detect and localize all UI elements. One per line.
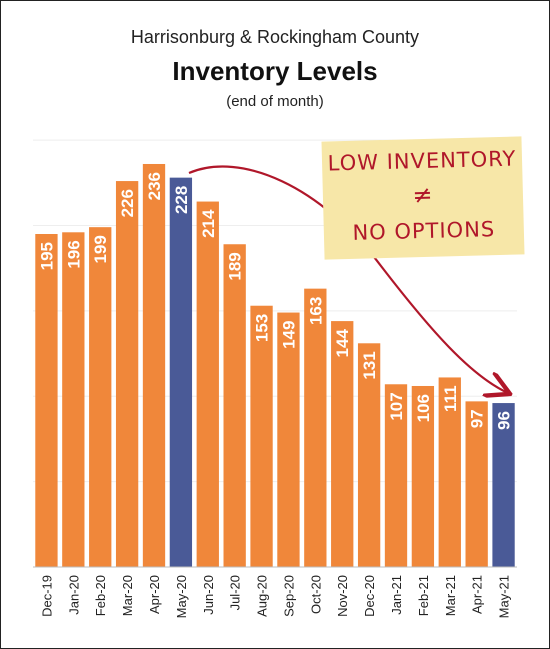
- bar-oct-20: [304, 288, 327, 567]
- value-label-apr-21: 97: [468, 409, 487, 428]
- tick-label-apr-20: Apr-20: [147, 575, 162, 614]
- value-label-aug-20: 153: [253, 314, 272, 342]
- value-label-apr-20: 236: [145, 172, 164, 200]
- value-label-jan-20: 196: [64, 240, 83, 268]
- tick-label-may-21: May-21: [497, 575, 512, 618]
- value-label-may-20: 228: [172, 186, 191, 214]
- bar-apr-20: [142, 163, 166, 567]
- tick-label-jan-20: Jan-20: [66, 575, 81, 615]
- not-equal-symbol: ≠: [411, 180, 434, 210]
- tick-label-dec-19: Dec-19: [39, 575, 54, 617]
- bar-may-21: [492, 403, 515, 567]
- bar-jan-20: [62, 232, 85, 568]
- tick-label-apr-21: Apr-21: [470, 575, 485, 614]
- bar-feb-21: [411, 385, 435, 567]
- bar-may-20: [169, 177, 193, 567]
- value-label-jul-20: 189: [226, 252, 245, 280]
- value-label-feb-21: 106: [414, 394, 433, 422]
- value-label-sep-20: 149: [279, 321, 298, 349]
- tick-label-nov-20: Nov-20: [335, 575, 350, 617]
- bar-feb-20: [89, 227, 112, 567]
- x-axis-tick-labels: Dec-19 Jan-20 Feb-20 Mar-20 Apr-20 May-20 Jun-…: [39, 575, 511, 618]
- bar-aug-20: [250, 305, 273, 567]
- bar-dec-19: [35, 234, 58, 567]
- bar-jan-21: [384, 384, 408, 567]
- bar-jun-20: [196, 201, 219, 568]
- tick-label-mar-20: Mar-20: [120, 575, 135, 616]
- tick-label-aug-20: Aug-20: [255, 575, 270, 617]
- tick-label-oct-20: Oct-20: [308, 575, 323, 614]
- bar-sep-20: [277, 312, 300, 567]
- tick-label-feb-21: Feb-21: [416, 575, 431, 616]
- annotation-note: LOW INVENTORY ≠ NO OPTIONS: [321, 136, 525, 260]
- value-label-mar-21: 111: [441, 385, 460, 412]
- tick-label-sep-20: Sep-20: [281, 575, 296, 617]
- chart-region-title: Harrisonburg & Rockingham County: [130, 27, 420, 47]
- bar-jul-20: [223, 244, 246, 567]
- tick-label-jul-20: Jul-20: [228, 575, 243, 610]
- trend-arrow: [188, 165, 508, 393]
- value-label-jun-20: 214: [199, 209, 218, 238]
- tick-label-dec-20: Dec-20: [362, 575, 377, 617]
- tick-label-feb-20: Feb-20: [93, 575, 108, 616]
- tick-label-mar-21: Mar-21: [443, 575, 458, 616]
- bar-mar-21: [438, 377, 461, 567]
- chart-subtitle: (end of month): [226, 93, 324, 110]
- value-label-may-21: 96: [495, 411, 514, 430]
- bar-apr-21: [465, 401, 488, 567]
- bar-mar-20: [115, 181, 139, 568]
- value-label-mar-20: 226: [118, 189, 137, 217]
- tick-label-jun-20: Jun-20: [201, 575, 216, 615]
- tick-label-jan-21: Jan-21: [389, 575, 404, 615]
- bars: [35, 163, 515, 568]
- bar-dec-20: [357, 343, 381, 567]
- value-label-dec-19: 195: [37, 242, 56, 270]
- value-label-oct-20: 163: [306, 297, 325, 325]
- tick-label-may-20: May-20: [174, 575, 189, 618]
- value-label-dec-20: 131: [360, 351, 379, 379]
- annotation-line-2: NO OPTIONS: [352, 217, 496, 245]
- bar-nov-20: [331, 321, 354, 567]
- value-labels: 195 196 199 226 236 228 214 189 153 149 163 144 131 1…: [37, 172, 513, 430]
- value-label-feb-20: 199: [91, 235, 110, 263]
- chart-title: Inventory Levels: [172, 56, 378, 86]
- value-label-nov-20: 144: [333, 329, 352, 358]
- annotation-line-1: LOW INVENTORY: [327, 146, 517, 176]
- value-label-jan-21: 107: [387, 392, 406, 420]
